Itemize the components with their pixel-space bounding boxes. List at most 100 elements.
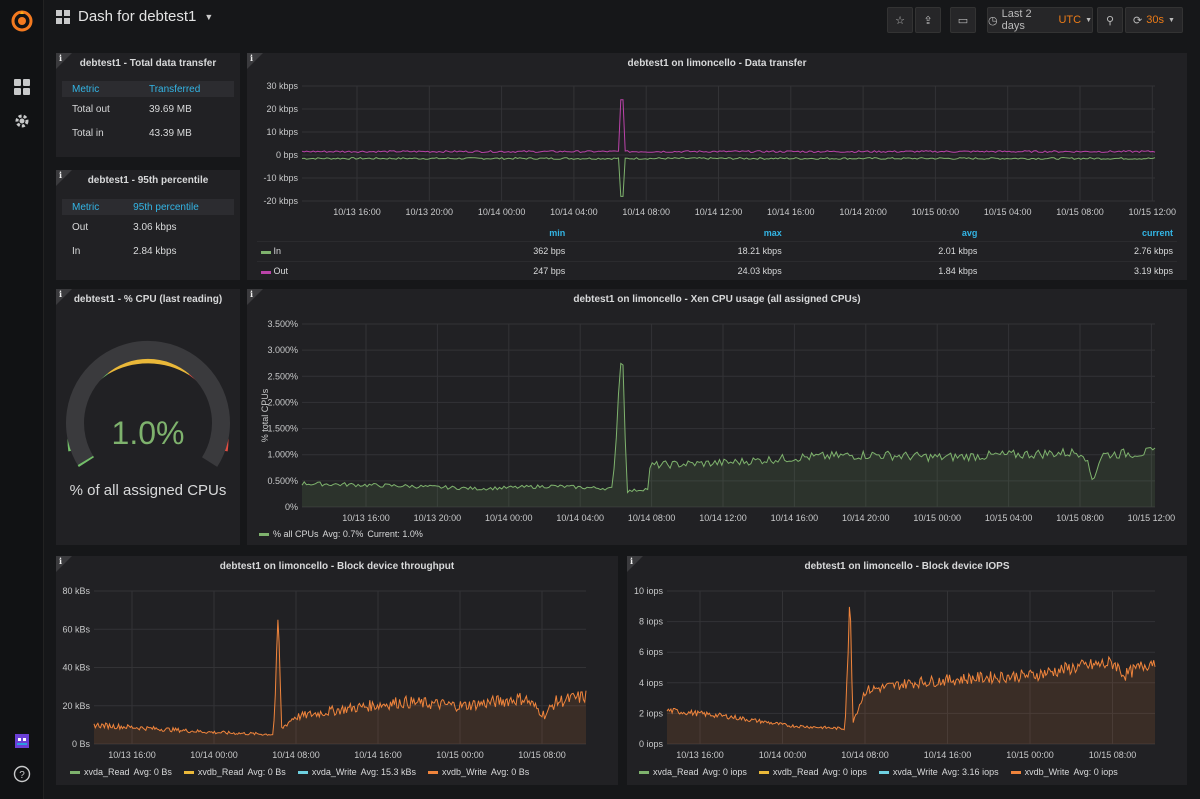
- share-icon: ⇪: [923, 14, 933, 27]
- sidebar: ?: [0, 0, 44, 799]
- legend-swatch: [259, 532, 269, 536]
- x-tick-label: 10/14 12:00: [699, 513, 747, 523]
- panel-title: debtest1 on limoncello - Block device IO…: [804, 561, 1010, 572]
- legend-item[interactable]: xvdb_Write Avg: 0 Bs: [428, 767, 529, 777]
- info-icon: i: [59, 556, 63, 566]
- panel-info-corner[interactable]: [56, 170, 72, 186]
- legend-name: xvdb_Read: [197, 767, 244, 777]
- legend-current: 2.76 kbps: [981, 240, 1177, 261]
- caret-down-icon: ▼: [1085, 16, 1092, 24]
- y-tick-label: 6 iops: [639, 647, 664, 657]
- legend-avg: Avg: 0.7%: [322, 529, 364, 539]
- x-tick-label: 10/15 00:00: [912, 207, 960, 217]
- legend-stat: Avg: 0 iops: [702, 767, 747, 777]
- time-picker-button[interactable]: ◷ Last 2 days UTC ▼: [987, 7, 1093, 33]
- legend-col-current[interactable]: current: [1141, 227, 1173, 238]
- legend-item[interactable]: xvda_Write Avg: 15.3 kBs: [297, 767, 417, 777]
- legend-item[interactable]: xvda_Write Avg: 3.16 iops: [878, 767, 999, 777]
- gear-icon[interactable]: [0, 110, 44, 132]
- panel-info-corner[interactable]: [247, 289, 263, 305]
- y-tick-label: 4 iops: [639, 678, 664, 688]
- legend-row-in[interactable]: In 362 bps 18.21 kbps 2.01 kbps 2.76 kbps: [257, 240, 1177, 261]
- legend-name: xvda_Read: [653, 767, 699, 777]
- legend-swatch[interactable]: [261, 271, 271, 275]
- panel-info-corner[interactable]: [56, 289, 72, 305]
- caret-down-icon: ▼: [204, 11, 214, 22]
- legend-item[interactable]: xvda_Read Avg: 0 iops: [639, 767, 747, 777]
- panel-info-corner[interactable]: [627, 556, 643, 572]
- time-range-label: Last 2 days: [1001, 8, 1032, 32]
- col-header[interactable]: 95th percentile: [123, 199, 234, 215]
- legend-stat: Avg: 0 iops: [822, 767, 867, 777]
- legend-min: 362 bps: [402, 240, 570, 261]
- legend-table: min max avg current In 362 bps 18.21 kbps 2.01…: [257, 225, 1177, 281]
- avatar-icon[interactable]: [0, 730, 44, 752]
- legend-name[interactable]: Out: [273, 266, 289, 277]
- legend-row-out[interactable]: Out 247 bps 24.03 kbps 1.84 kbps 3.19 kbps: [257, 260, 1177, 281]
- legend-col-max[interactable]: max: [763, 227, 782, 238]
- panel-info-corner[interactable]: [56, 53, 72, 69]
- block-iops-chart[interactable]: 10 iops 8 iops 6 iops 4 iops 2 iops 0 iops 10/…: [627, 556, 1187, 766]
- panel-title: debtest1 on limoncello - Xen CPU usage (…: [573, 294, 861, 305]
- info-icon: i: [59, 170, 63, 180]
- cpu-usage-chart[interactable]: 3.500% 3.000% 2.500% 2.000% 1.500% 1.000% 0.50…: [247, 289, 1187, 525]
- tv-mode-button[interactable]: ▭: [950, 7, 976, 33]
- y-tick-label: 20 kBs: [62, 701, 90, 711]
- cell: 3.06 kbps: [133, 221, 177, 233]
- help-icon[interactable]: ?: [0, 763, 44, 785]
- legend-item[interactable]: xvdb_Write Avg: 0 iops: [1010, 767, 1118, 777]
- y-tick-label: 0 bps: [276, 150, 299, 160]
- x-tick-label: 10/15 12:00: [1129, 207, 1177, 217]
- grafana-logo-icon[interactable]: [0, 8, 44, 34]
- x-tick-label: 10/14 08:00: [622, 207, 670, 217]
- dashboard-title[interactable]: Dash for debtest1 ▼: [56, 8, 213, 25]
- legend-col-min[interactable]: min: [549, 227, 566, 238]
- legend-name[interactable]: In: [273, 246, 282, 256]
- legend-col-avg[interactable]: avg: [961, 227, 978, 238]
- col-header[interactable]: Transferred: [138, 81, 234, 97]
- legend-swatch: [428, 770, 439, 774]
- refresh-icon: ⟳: [1133, 14, 1143, 27]
- y-tick-label: 10 iops: [634, 586, 664, 596]
- panel-title: debtest1 - 95th percentile: [87, 175, 209, 186]
- refresh-button[interactable]: ⟳ 30s ▼: [1125, 7, 1183, 33]
- x-tick-label: 10/13 20:00: [406, 207, 454, 217]
- x-tick-label: 10/14 00:00: [759, 750, 807, 760]
- y-tick-label: 0.500%: [267, 476, 298, 486]
- legend-swatch[interactable]: [261, 251, 271, 254]
- col-header[interactable]: Metric: [62, 199, 124, 215]
- info-icon: i: [59, 289, 63, 299]
- col-header[interactable]: Metric: [62, 81, 139, 97]
- data-transfer-chart[interactable]: 30 kbps 20 kbps 10 kbps 0 bps -10 kbps -20 kb…: [247, 53, 1187, 223]
- legend-item[interactable]: % all CPUs Avg: 0.7% Current: 1.0%: [259, 529, 423, 539]
- panel-info-corner[interactable]: [247, 53, 263, 69]
- legend-name: xvdb_Read: [772, 767, 819, 777]
- share-button[interactable]: ⇪: [915, 7, 941, 33]
- legend-stat: Avg: 15.3 kBs: [360, 767, 417, 777]
- block-throughput-chart[interactable]: 80 kBs 60 kBs 40 kBs 20 kBs 0 Bs 10/13 16:00 1…: [56, 556, 618, 766]
- dashboards-icon[interactable]: [0, 76, 44, 98]
- x-tick-label: 10/14 12:00: [695, 207, 743, 217]
- series-line-xvda-write: [666, 606, 1156, 731]
- legend-item[interactable]: xvdb_Read Avg: 0 Bs: [183, 767, 286, 777]
- panel-data-transfer: i debtest1 on limoncello - Data transfer…: [247, 53, 1187, 281]
- legend-name: xvda_Read: [84, 767, 130, 777]
- legend-name: xvda_Write: [311, 767, 357, 777]
- x-tick-label: 10/13 16:00: [108, 750, 156, 760]
- legend-min: 247 bps: [402, 260, 570, 281]
- legend-stat: Avg: 3.16 iops: [941, 767, 999, 777]
- legend-item[interactable]: xvda_Read Avg: 0 Bs: [70, 767, 172, 777]
- legend: xvda_Read Avg: 0 Bs xvdb_Read Avg: 0 Bs xvda…: [70, 767, 529, 777]
- top-bar: Dash for debtest1 ▼ ☆ ⇪ ▭ ◷ Last 2 days …: [44, 0, 1200, 42]
- star-icon: ☆: [895, 14, 905, 27]
- legend-name: xvdb_Write: [442, 767, 487, 777]
- star-button[interactable]: ☆: [887, 7, 913, 33]
- x-tick-label: 10/14 20:00: [839, 207, 887, 217]
- zoom-out-button[interactable]: ⚲: [1097, 7, 1123, 33]
- info-icon: i: [59, 53, 63, 63]
- panel-total-transfer: i debtest1 - Total data transfer Metric T…: [56, 53, 240, 157]
- cell: 2.84 kbps: [133, 245, 177, 257]
- panel-info-corner[interactable]: [56, 556, 72, 572]
- legend-item[interactable]: xvdb_Read Avg: 0 iops: [758, 767, 867, 777]
- legend-swatch: [758, 770, 769, 774]
